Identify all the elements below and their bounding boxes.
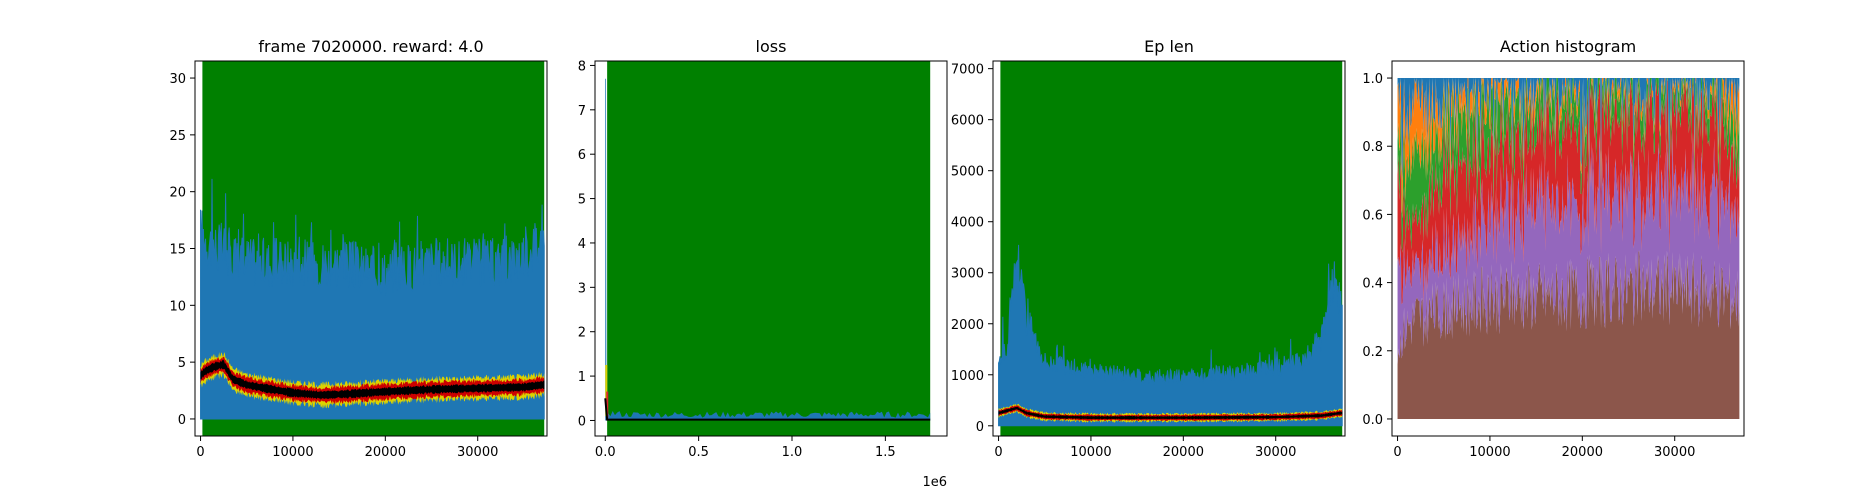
y-tick-label: 3000 bbox=[951, 267, 984, 282]
y-tick-label: 5 bbox=[178, 356, 186, 371]
ep-len-panel: 0 10000 20000 30000 0 1000 2000 3000 4000 5000 600… bbox=[951, 37, 1346, 460]
y-tick-label: 1000 bbox=[951, 369, 984, 384]
action-layer-red bbox=[1397, 78, 1740, 305]
y-tick-label: 2 bbox=[578, 326, 586, 341]
y-tick-label: 5000 bbox=[951, 165, 984, 180]
x-tick-label: 1.5 bbox=[875, 445, 896, 460]
chart-title: frame 7020000. reward: 4.0 bbox=[258, 37, 483, 56]
y-tick-label: 8 bbox=[578, 59, 586, 74]
x-tick-label: 10000 bbox=[272, 445, 313, 460]
x-tick-label: 1.0 bbox=[782, 445, 803, 460]
series-mean bbox=[200, 359, 545, 400]
y-tick-label: 1.0 bbox=[1362, 72, 1383, 87]
action-layer-orange bbox=[1397, 78, 1740, 219]
chart-title: loss bbox=[756, 37, 787, 56]
x-tick-label: 0.0 bbox=[595, 445, 616, 460]
series-mean bbox=[604, 398, 931, 421]
y-tick-label: 7 bbox=[578, 104, 586, 119]
y-tick-label: 6000 bbox=[951, 114, 984, 129]
y-tick-label: 0 bbox=[976, 420, 984, 435]
y-tick-label: 1 bbox=[578, 370, 586, 385]
y-tick-label: 0 bbox=[178, 413, 186, 428]
x-tick-label: 0 bbox=[994, 445, 1002, 460]
y-tick-label: 2000 bbox=[951, 318, 984, 333]
chart-title: Ep len bbox=[1144, 37, 1194, 56]
action-layer-purple bbox=[1397, 125, 1740, 365]
x-offset-label: 1e6 bbox=[922, 475, 947, 490]
y-tick-label: 15 bbox=[169, 243, 186, 258]
series-mean bbox=[998, 406, 1343, 420]
y-tick-label: 20 bbox=[169, 186, 186, 201]
axes-frame bbox=[594, 60, 948, 437]
plot-area bbox=[1397, 78, 1740, 419]
chart-title: Action histogram bbox=[1500, 37, 1636, 56]
x-tick-label: 10000 bbox=[1469, 445, 1510, 460]
y-tick-label: 5 bbox=[578, 193, 586, 208]
y-tick-label: 0 bbox=[578, 414, 586, 429]
y-tick-label: 10 bbox=[169, 299, 186, 314]
series-max-band bbox=[607, 61, 931, 436]
y-tick-label: 0.0 bbox=[1362, 413, 1383, 428]
y-tick-label: 0.4 bbox=[1362, 277, 1383, 292]
x-tick-label: 20000 bbox=[1163, 445, 1204, 460]
x-tick-label: 20000 bbox=[1562, 445, 1603, 460]
plot-area bbox=[998, 61, 1343, 436]
y-tick-label: 25 bbox=[169, 129, 186, 144]
y-tick-label: 4000 bbox=[951, 216, 984, 231]
action-layer-blue bbox=[1397, 78, 1740, 181]
x-tick-label: 0 bbox=[196, 445, 204, 460]
y-tick-label: 0.6 bbox=[1362, 208, 1383, 223]
y-tick-label: 6 bbox=[578, 148, 586, 163]
action-layer-brown bbox=[1397, 250, 1740, 419]
x-tick-label: 30000 bbox=[1255, 445, 1296, 460]
x-tick-label: 30000 bbox=[457, 445, 498, 460]
y-tick-label: 7000 bbox=[951, 63, 984, 78]
reward-panel: 0 10000 20000 30000 0 5 10 15 20 25 30 frame 702000… bbox=[169, 37, 548, 460]
loss-panel: 0.0 0.5 1.0 1.5 0 1 2 3 4 5 6 7 8 loss 1e6 bbox=[578, 37, 948, 490]
series-spread bbox=[200, 178, 545, 420]
plot-area bbox=[604, 61, 931, 436]
series-band-inner bbox=[606, 391, 609, 419]
y-tick-label: 30 bbox=[169, 72, 186, 87]
plot-area bbox=[200, 61, 545, 436]
y-tick-label: 3 bbox=[578, 281, 586, 296]
y-tick-label: 0.2 bbox=[1362, 345, 1383, 360]
x-tick-label: 0 bbox=[1393, 445, 1401, 460]
x-tick-label: 20000 bbox=[365, 445, 406, 460]
action-layer-tab_green bbox=[1397, 78, 1740, 253]
action-histogram-panel: 0 10000 20000 30000 0.0 0.2 0.4 0.6 0.8 1.0 Action… bbox=[1362, 37, 1745, 460]
x-tick-label: 0.5 bbox=[688, 445, 709, 460]
axes-frame bbox=[1391, 60, 1745, 437]
y-tick-label: 4 bbox=[578, 237, 586, 252]
series-spread bbox=[998, 244, 1343, 427]
x-tick-label: 10000 bbox=[1070, 445, 1111, 460]
axes-frame bbox=[992, 60, 1346, 437]
x-tick-label: 30000 bbox=[1654, 445, 1695, 460]
y-tick-label: 0.8 bbox=[1362, 140, 1383, 155]
series-band-outer bbox=[605, 364, 608, 417]
